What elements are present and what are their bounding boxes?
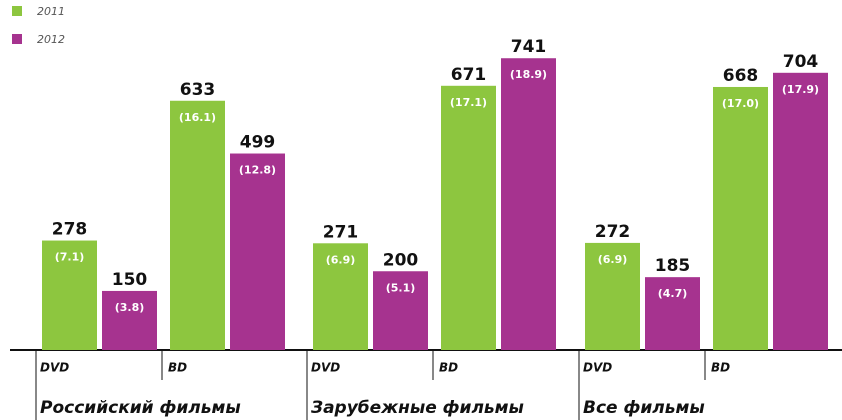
sub-label: (7.1) <box>55 251 85 264</box>
value-label: 278 <box>52 220 88 240</box>
x-tick-label: BD <box>439 361 458 375</box>
bar <box>373 271 428 350</box>
value-label: 200 <box>383 250 419 270</box>
bar <box>773 72 828 351</box>
group-label: Все фильмы <box>583 398 705 418</box>
value-label: 633 <box>180 80 216 100</box>
bar <box>645 277 700 350</box>
value-label: 150 <box>112 270 148 290</box>
sub-label: (18.9) <box>510 68 547 81</box>
value-label: 704 <box>783 52 819 72</box>
x-tick-label: DVD <box>583 361 612 375</box>
value-label: 671 <box>451 65 487 85</box>
x-tick-label: BD <box>168 361 187 375</box>
legend-label: 2012 <box>37 33 65 46</box>
value-label: 271 <box>323 222 359 242</box>
group-label: Зарубежные фильмы <box>310 398 524 418</box>
group-label: Российский фильмы <box>40 398 241 418</box>
legend-swatch <box>12 34 22 44</box>
value-label: 741 <box>511 37 547 57</box>
bar <box>170 100 225 350</box>
legend-swatch <box>12 6 22 16</box>
sub-label: (3.8) <box>115 301 145 314</box>
bar <box>102 290 157 350</box>
x-tick-label: BD <box>711 361 730 375</box>
sub-label: (16.1) <box>179 111 216 124</box>
value-label: 272 <box>595 222 631 242</box>
sub-label: (6.9) <box>598 253 628 266</box>
sub-label: (17.0) <box>722 97 759 110</box>
value-label: 185 <box>655 256 691 276</box>
value-label: 499 <box>240 133 276 153</box>
bar <box>501 58 556 350</box>
sub-label: (12.8) <box>239 164 276 177</box>
value-label: 668 <box>723 66 759 86</box>
bar <box>313 243 368 350</box>
bar <box>42 240 97 350</box>
sub-label: (4.7) <box>658 287 688 300</box>
bar <box>585 242 640 350</box>
bar <box>713 86 768 350</box>
sub-label: (5.1) <box>386 281 416 294</box>
x-tick-label: DVD <box>40 361 69 375</box>
sub-label: (17.9) <box>782 83 819 96</box>
sub-label: (17.1) <box>450 96 487 109</box>
legend-label: 2011 <box>37 5 65 18</box>
bar <box>441 85 496 350</box>
bar <box>230 153 285 350</box>
sub-label: (6.9) <box>326 253 356 266</box>
x-tick-label: DVD <box>311 361 340 375</box>
